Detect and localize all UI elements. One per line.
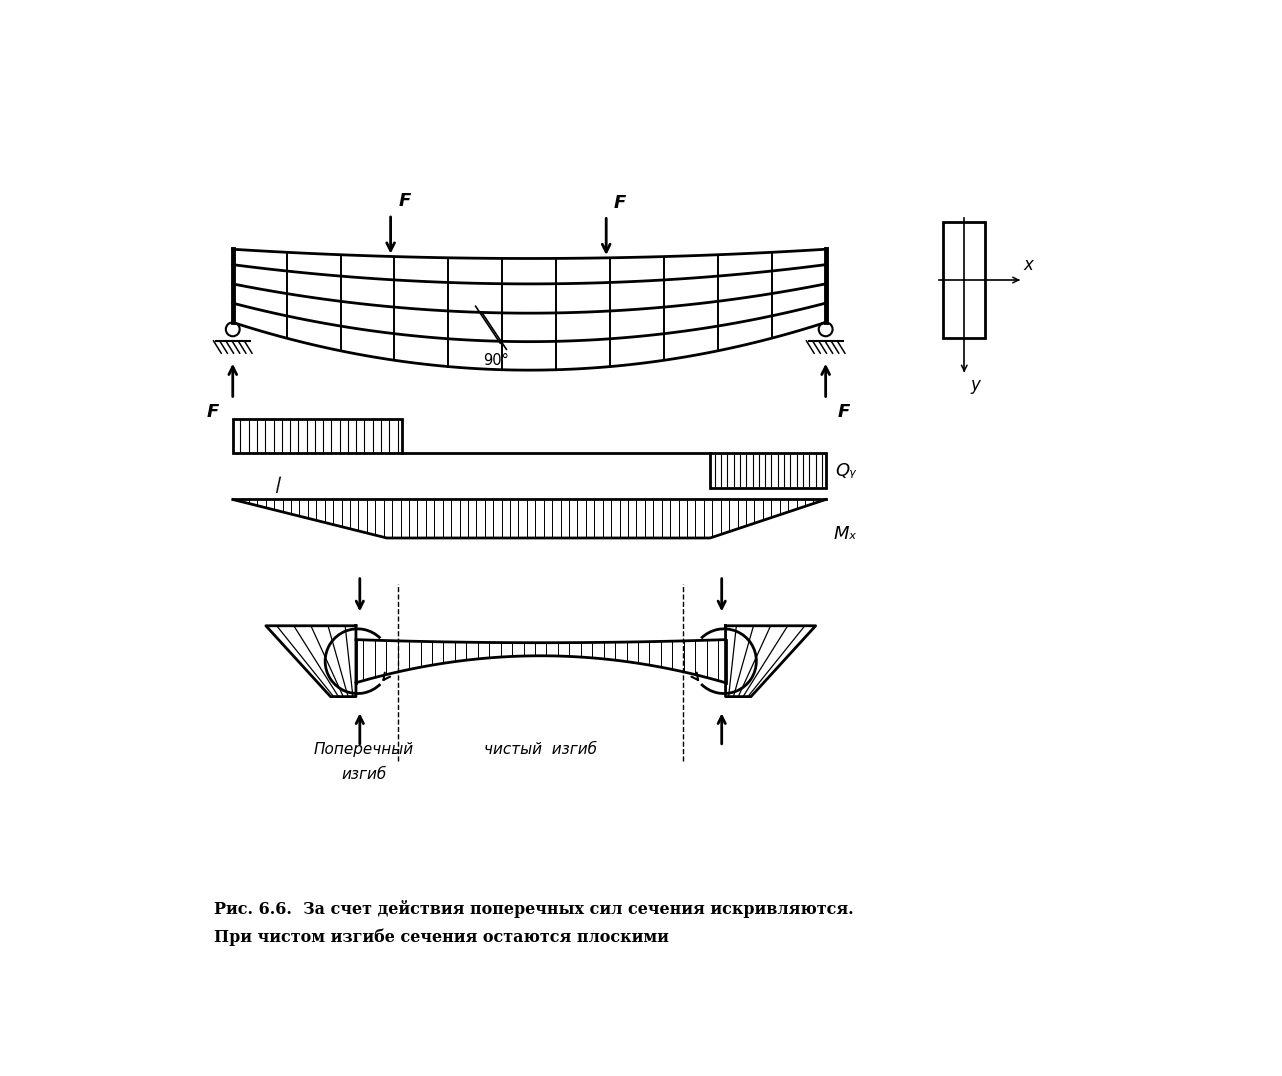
Polygon shape [356, 639, 726, 683]
Polygon shape [265, 626, 356, 696]
Text: F: F [206, 404, 219, 421]
Text: Mₓ: Mₓ [833, 525, 856, 543]
Text: x: x [1024, 256, 1033, 274]
Text: чистый  изгиб: чистый изгиб [485, 742, 597, 758]
Text: 90°: 90° [483, 353, 509, 368]
Text: F: F [837, 404, 850, 421]
Polygon shape [233, 499, 826, 538]
Text: При чистом изгибе сечения остаются плоскими: При чистом изгибе сечения остаются плоск… [214, 929, 668, 946]
Bar [233, 419, 403, 453]
Text: Qᵧ: Qᵧ [835, 462, 856, 480]
Text: F: F [614, 194, 626, 212]
Text: F: F [399, 193, 410, 210]
Bar [944, 223, 986, 338]
Text: /: / [274, 476, 283, 495]
Text: изгиб: изгиб [341, 767, 386, 781]
Text: Рис. 6.6.  За счет действия поперечных сил сечения искривляются.: Рис. 6.6. За счет действия поперечных си… [214, 900, 853, 918]
Text: y: y [970, 377, 981, 394]
Bar [710, 453, 826, 487]
Polygon shape [726, 626, 815, 696]
Text: Поперечный: Поперечный [314, 742, 414, 758]
